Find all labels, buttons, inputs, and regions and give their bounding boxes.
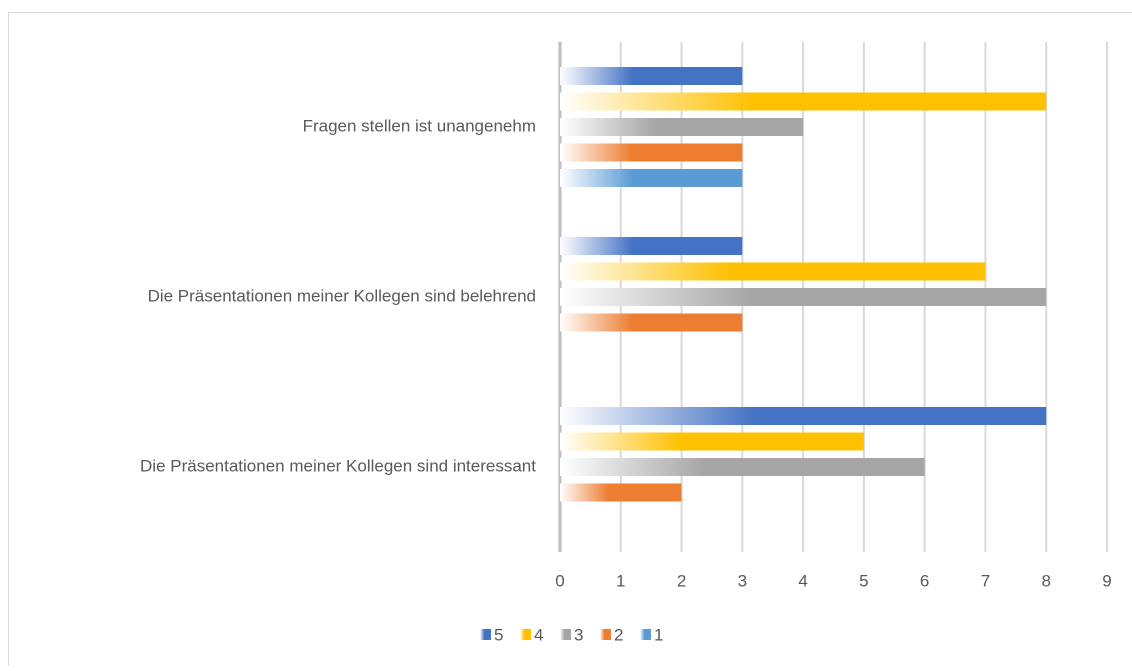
bar <box>560 407 1046 425</box>
legend-label: 1 <box>654 625 663 644</box>
y-tick-label: Fragen stellen ist unangenehm <box>303 116 536 135</box>
bar <box>560 288 1046 306</box>
legend-swatch <box>480 629 491 640</box>
x-tick-label: 2 <box>677 571 686 590</box>
bar <box>560 433 864 451</box>
chart-frame <box>9 13 1132 667</box>
legend-label: 4 <box>534 625 543 644</box>
bar <box>560 118 803 136</box>
legend-swatch <box>640 629 651 640</box>
bar <box>560 67 742 85</box>
bar <box>560 237 742 255</box>
y-tick-label: Die Präsentationen meiner Kollegen sind … <box>148 286 536 305</box>
bar <box>560 263 985 281</box>
bar <box>560 144 742 162</box>
x-tick-label: 7 <box>981 571 990 590</box>
legend-label: 2 <box>614 625 623 644</box>
bar <box>560 458 925 476</box>
legend-swatch <box>560 629 571 640</box>
bar <box>560 314 742 332</box>
legend-label: 3 <box>574 625 583 644</box>
legend-swatch <box>520 629 531 640</box>
x-tick-label: 9 <box>1102 571 1111 590</box>
x-tick-label: 1 <box>616 571 625 590</box>
legend-swatch <box>600 629 611 640</box>
x-tick-label: 3 <box>738 571 747 590</box>
x-tick-label: 8 <box>1041 571 1050 590</box>
x-tick-label: 0 <box>555 571 564 590</box>
y-tick-label: Die Präsentationen meiner Kollegen sind … <box>140 456 536 475</box>
x-tick-label: 5 <box>859 571 868 590</box>
x-tick-label: 6 <box>920 571 929 590</box>
legend-label: 5 <box>494 625 503 644</box>
bar <box>560 93 1046 111</box>
x-tick-label: 4 <box>798 571 807 590</box>
bar <box>560 484 682 502</box>
bar <box>560 169 742 187</box>
